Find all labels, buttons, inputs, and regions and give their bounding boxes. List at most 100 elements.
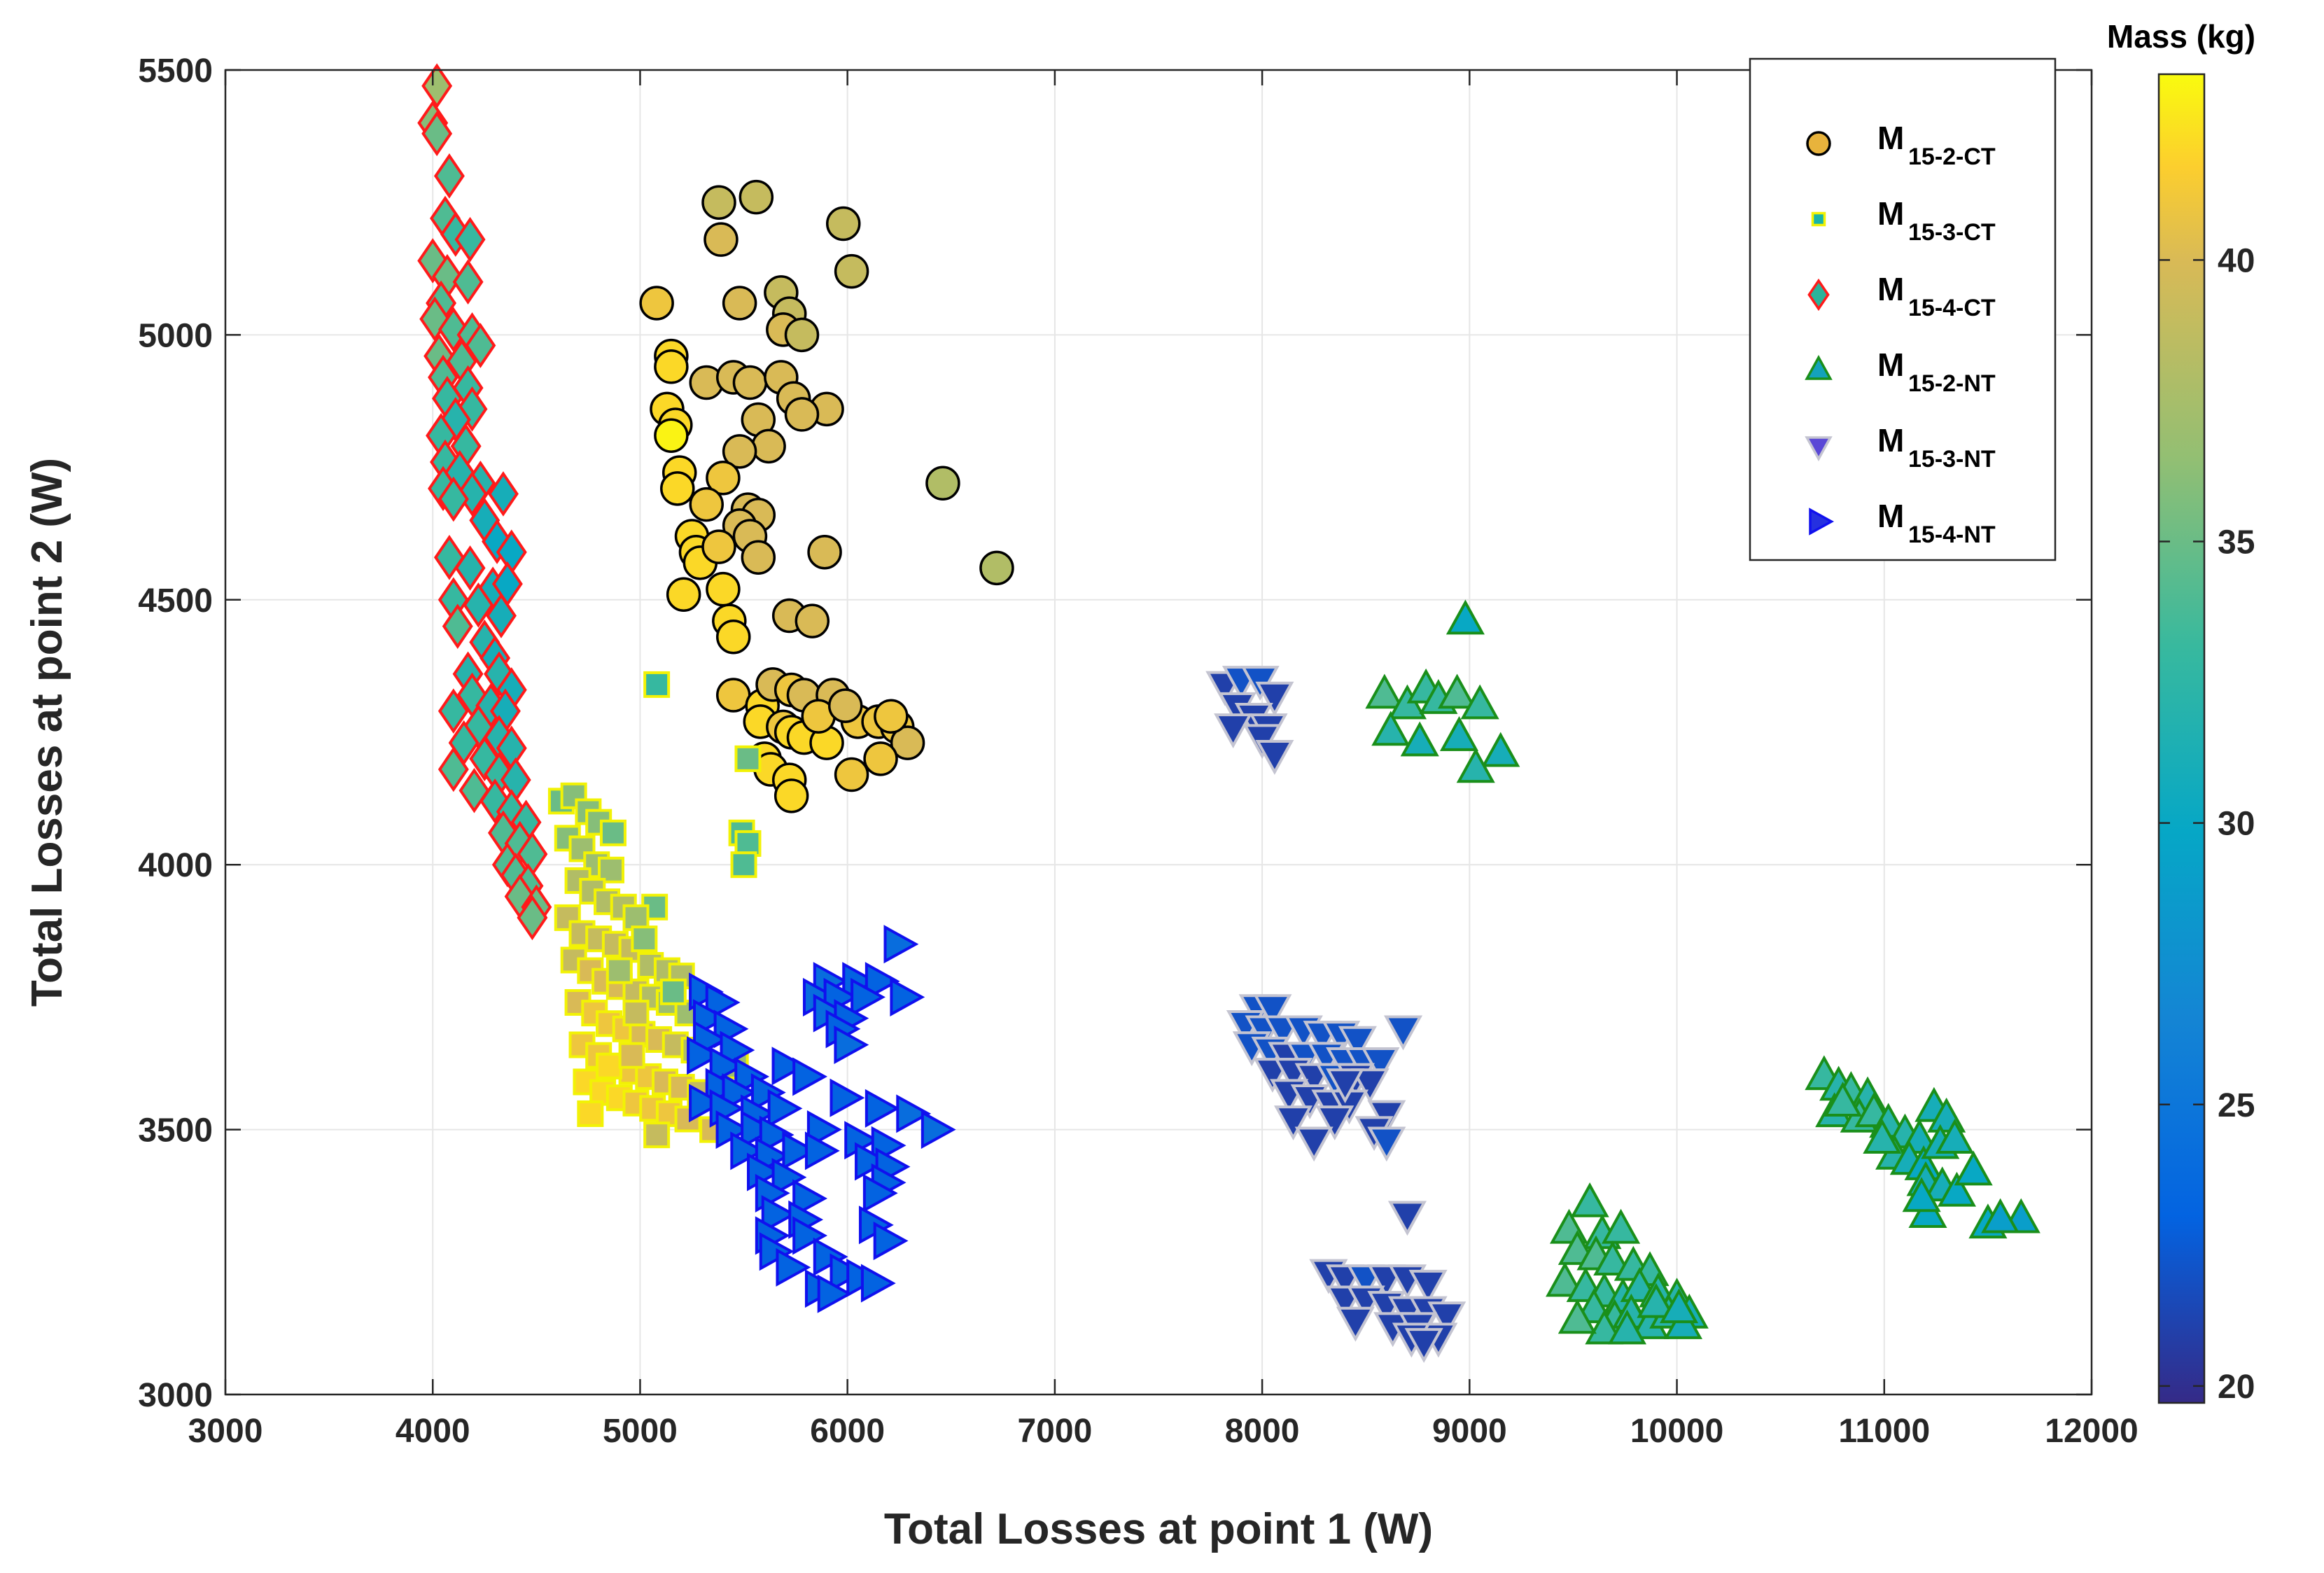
legend-item: M15-2-CT xyxy=(1806,120,1996,170)
y-axis-label: Total Losses at point 2 (W) xyxy=(23,458,71,1007)
series-M15-4-NT xyxy=(687,925,956,1313)
data-point xyxy=(706,460,741,496)
data-point xyxy=(438,746,469,792)
data-point xyxy=(722,434,757,469)
data-point xyxy=(458,767,490,813)
data-point xyxy=(1823,1082,1863,1117)
colorbar-tick-label: 40 xyxy=(2218,242,2255,279)
x-tick-label: 12000 xyxy=(2045,1413,2138,1450)
data-point xyxy=(1546,1261,1585,1297)
colorbar-gradient xyxy=(2157,73,2206,1404)
x-tick-label: 10000 xyxy=(1630,1413,1723,1450)
legend-label-subscript: 15-4-CT xyxy=(1908,295,1996,321)
data-point xyxy=(827,688,863,723)
y-tick-label: 5500 xyxy=(138,53,213,90)
data-point xyxy=(687,1036,722,1075)
data-point xyxy=(1408,1269,1448,1305)
data-point xyxy=(1558,1299,1597,1334)
legend-label: M xyxy=(1877,422,1904,459)
data-point xyxy=(631,925,658,953)
data-point xyxy=(771,1158,807,1197)
data-point xyxy=(784,317,820,353)
legend-items: M15-2-CTM15-3-CTM15-4-CTM15-2-NTM15-3-NT… xyxy=(1805,120,1996,548)
colorbar-tick-label: 35 xyxy=(2218,524,2255,561)
data-point xyxy=(1294,1126,1334,1162)
data-point xyxy=(463,582,494,628)
data-point xyxy=(639,286,674,321)
data-point xyxy=(622,1000,650,1027)
data-point xyxy=(689,487,724,522)
data-point xyxy=(654,418,689,453)
data-point xyxy=(774,778,809,813)
legend-label: M xyxy=(1877,498,1904,534)
data-point xyxy=(794,603,830,638)
data-point xyxy=(433,153,465,199)
data-point xyxy=(1336,1306,1375,1342)
data-point xyxy=(1863,1119,1902,1154)
legend-box xyxy=(1749,57,2057,561)
data-point xyxy=(1367,1126,1406,1162)
data-point xyxy=(1637,1282,1676,1318)
data-point xyxy=(730,851,757,879)
data-point xyxy=(830,1078,865,1117)
data-point xyxy=(883,925,919,964)
series-M15-2-CT xyxy=(639,179,1014,813)
data-point xyxy=(706,571,741,607)
legend-marker xyxy=(1811,211,1826,227)
data-point xyxy=(1365,673,1404,709)
data-point xyxy=(1438,673,1477,709)
data-point xyxy=(759,1115,794,1154)
data-point xyxy=(666,577,701,612)
data-point xyxy=(1481,732,1520,767)
x-tick-label: 7000 xyxy=(1017,1413,1092,1450)
data-point xyxy=(438,688,469,734)
legend-item: M15-3-NT xyxy=(1805,422,1996,473)
y-tick-label: 4500 xyxy=(138,582,213,620)
colorbar-tick-label: 25 xyxy=(2218,1087,2255,1124)
x-axis-label: Total Losses at point 1 (W) xyxy=(884,1505,1433,1553)
data-point xyxy=(896,1094,932,1133)
data-point xyxy=(1371,711,1410,746)
data-point xyxy=(1338,1026,1377,1061)
data-point xyxy=(1456,748,1495,783)
legend-label-subscript: 15-4-NT xyxy=(1908,522,1996,548)
legend-label-subscript: 15-2-NT xyxy=(1908,370,1996,397)
data-point xyxy=(862,1173,898,1212)
data-point xyxy=(1274,1105,1313,1141)
data-point xyxy=(643,671,671,698)
data-point xyxy=(792,1216,828,1255)
colorbar-tick-label: 20 xyxy=(2218,1369,2255,1406)
legend-label: M xyxy=(1877,195,1904,232)
legend: M15-2-CTM15-3-CTM15-4-CTM15-2-NTM15-3-NT… xyxy=(1749,57,2057,561)
data-point xyxy=(834,1025,869,1065)
data-point xyxy=(860,1264,896,1303)
legend-marker xyxy=(1805,436,1833,462)
x-tick-label: 11000 xyxy=(1838,1413,1930,1450)
data-point xyxy=(1427,1301,1466,1337)
data-point xyxy=(1446,599,1485,635)
data-point xyxy=(873,1221,909,1261)
series-M15-2-NT xyxy=(1365,599,2040,1345)
data-point xyxy=(1400,721,1439,757)
data-point xyxy=(850,977,886,1016)
colorbar-title: Mass (kg) xyxy=(2107,18,2255,55)
colorbar-tick-label: 30 xyxy=(2218,806,2255,843)
data-point xyxy=(804,1131,840,1170)
data-point xyxy=(1387,1201,1427,1236)
data-point xyxy=(599,819,626,846)
data-point xyxy=(442,603,473,649)
data-point xyxy=(1902,1177,1941,1212)
data-point xyxy=(767,1089,803,1128)
data-point xyxy=(1315,1105,1354,1141)
legend-marker xyxy=(1809,508,1835,536)
data-point xyxy=(1585,1309,1624,1345)
legend-item: M15-2-NT xyxy=(1805,347,1996,397)
data-point xyxy=(421,63,453,109)
data-point xyxy=(419,296,451,342)
data-point xyxy=(709,1047,745,1086)
data-point xyxy=(465,323,496,368)
legend-marker xyxy=(1805,354,1833,380)
data-point xyxy=(454,216,486,263)
data-point xyxy=(1659,1288,1699,1324)
legend-label-subscript: 15-3-CT xyxy=(1908,219,1996,246)
